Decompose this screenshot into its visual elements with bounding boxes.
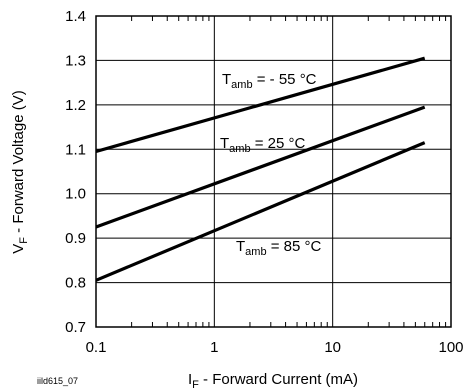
x-axis-label: IF - Forward Current (mA) [188,371,358,390]
y-tick-label: 0.7 [65,319,86,336]
y-axis-label: VF - Forward Voltage (V) [10,90,30,253]
x-tick-label: 100 [438,339,463,356]
y-tick-label: 1.2 [65,97,86,114]
y-tick-label: 0.9 [65,230,86,247]
x-tick-label: 0.1 [86,339,107,356]
x-tick-label: 10 [324,339,341,356]
series-label: Tamb = 85 °C [236,238,322,258]
series-line [95,105,426,229]
x-tick-label: 1 [210,339,218,356]
y-tick-label: 1.0 [65,186,86,203]
series-lines [95,56,426,282]
y-tick-label: 1.4 [65,8,86,25]
series-annotations: Tamb = - 55 °C Tamb = 25 °C Tamb = 85 °C [220,71,322,258]
y-tick-label: 0.8 [65,275,86,292]
series-line [95,56,426,154]
figure-id: iild615_07 [37,376,78,386]
series-label: Tamb = 25 °C [220,135,306,155]
y-tick-label: 1.1 [65,141,86,158]
series-label: Tamb = - 55 °C [222,71,317,91]
y-tick-label: 1.3 [65,52,86,69]
grid [96,16,451,327]
minor-ticks [131,16,447,327]
plot-area [95,15,452,328]
y-tick-labels: 0.7 0.8 0.9 1.0 1.1 1.2 1.3 1.4 [65,8,86,336]
x-tick-labels: 0.1 1 10 100 [86,339,464,356]
series-line [95,141,426,282]
